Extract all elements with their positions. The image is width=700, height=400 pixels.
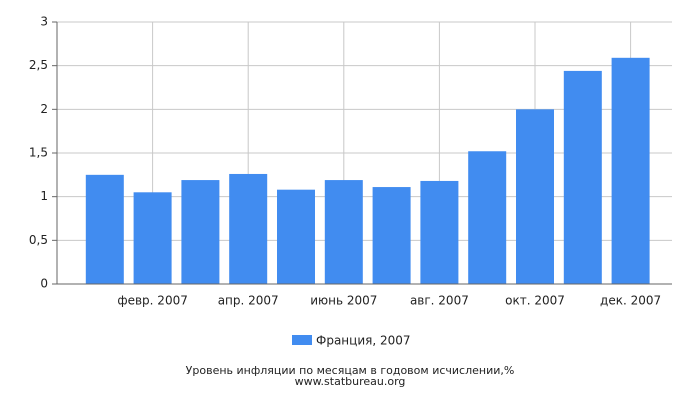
bar	[468, 151, 507, 284]
footer-text: www.statbureau.org	[295, 375, 406, 388]
x-tick-label: февр. 2007	[117, 294, 188, 308]
legend-swatch	[292, 335, 312, 345]
x-tick-label: дек. 2007	[600, 294, 661, 308]
bar	[229, 173, 268, 284]
y-tick-label: 1,5	[29, 146, 48, 160]
bar	[85, 174, 124, 284]
y-tick-label: 0,5	[29, 233, 48, 247]
legend-label: Франция, 2007	[316, 334, 411, 348]
bar	[133, 192, 172, 284]
y-tick-label: 2	[40, 102, 48, 116]
x-tick-label: окт. 2007	[505, 294, 565, 308]
bar	[372, 187, 411, 284]
footer-text: Уровень инфляции по месяцам в годовом ис…	[186, 364, 515, 377]
bar	[563, 70, 602, 284]
y-tick-label: 2,5	[29, 58, 48, 72]
bar	[277, 189, 315, 284]
y-tick-label: 1	[40, 189, 48, 203]
bar	[611, 57, 650, 284]
x-tick-label: апр. 2007	[218, 294, 279, 308]
bar	[516, 109, 554, 284]
bar	[181, 180, 220, 284]
x-tick-label: июнь 2007	[310, 294, 377, 308]
x-tick-label: авг. 2007	[410, 294, 469, 308]
bar	[420, 180, 459, 284]
y-tick-label: 3	[40, 15, 48, 29]
y-tick-label: 0	[40, 277, 48, 291]
bar	[324, 180, 363, 284]
